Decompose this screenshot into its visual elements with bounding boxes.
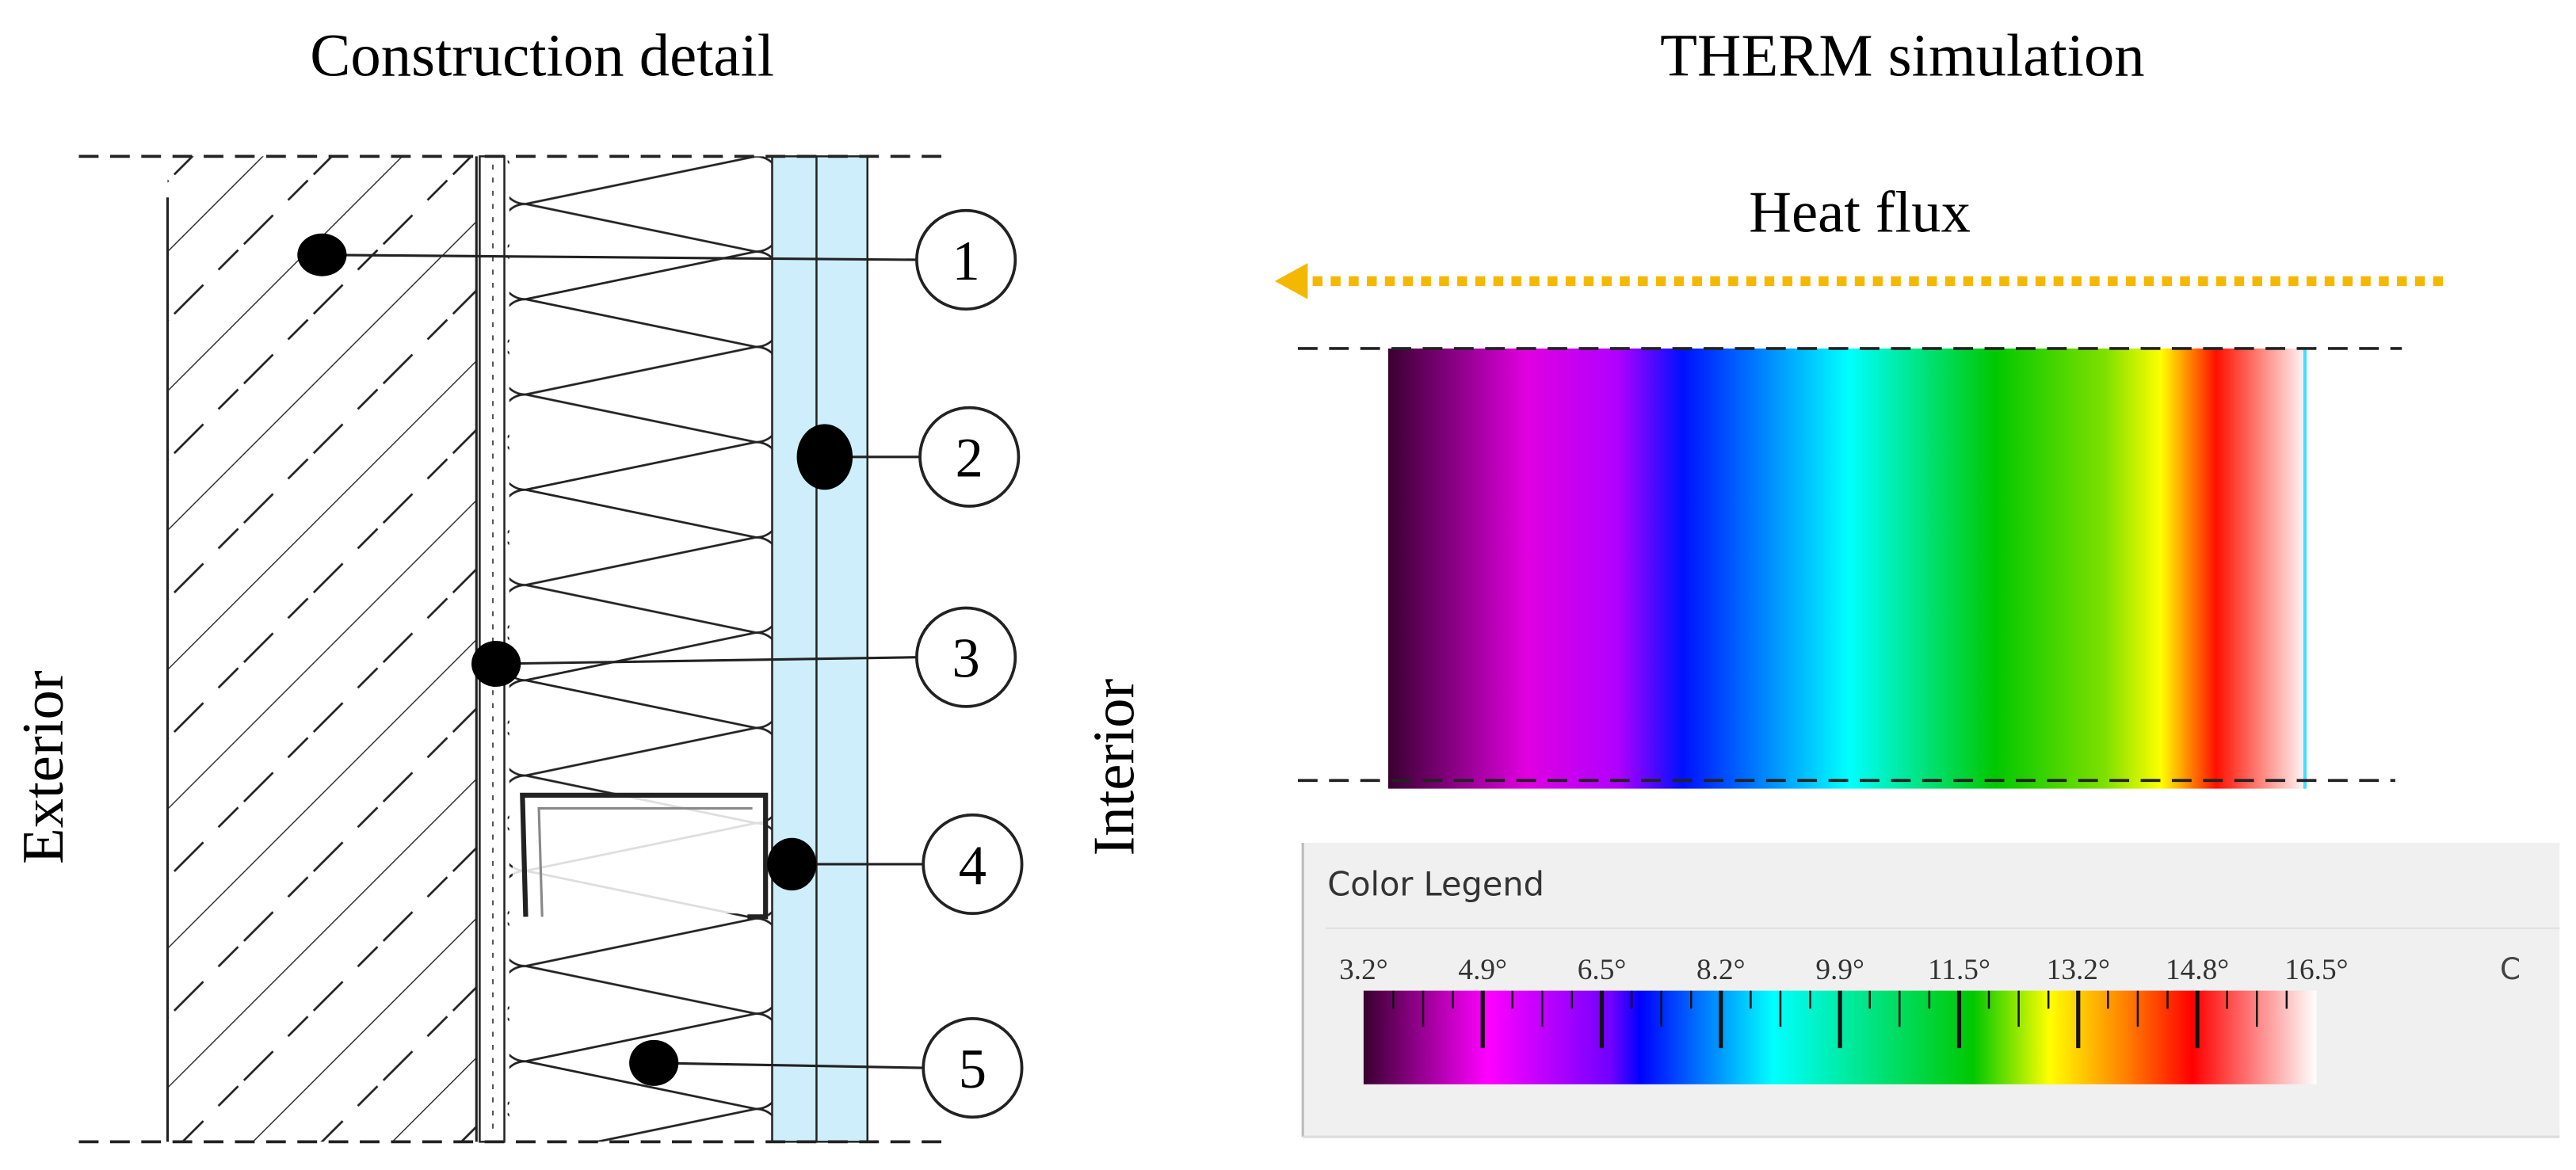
legend-tick-label: 9.9° bbox=[1815, 954, 1864, 986]
legend-tick-label: 16.5° bbox=[2284, 954, 2348, 986]
callout-dot bbox=[767, 837, 817, 891]
legend-tick-label: 13.2° bbox=[2047, 954, 2110, 986]
exterior-label: Exterior bbox=[10, 670, 76, 864]
callout-number: 3 bbox=[952, 628, 980, 690]
legend-tick-label: 14.8° bbox=[2166, 954, 2229, 986]
callout-circle bbox=[918, 406, 1021, 508]
callout-circle bbox=[922, 1016, 1024, 1119]
callout-dot bbox=[297, 233, 347, 276]
heat-flux-label: Heat flux bbox=[1749, 180, 1971, 246]
legend-tick-label: 4.9° bbox=[1458, 954, 1507, 986]
callout-number: 1 bbox=[952, 231, 980, 292]
wall-section bbox=[78, 154, 945, 1144]
leader-line bbox=[654, 1061, 924, 1069]
color-legend: Color Legend C 3.2° 4.9° 6.5° 8.2° 9.9° 11.5°… bbox=[1301, 843, 2560, 1138]
therm-result bbox=[1297, 347, 2402, 789]
callout-dot bbox=[471, 640, 521, 688]
callout-circle bbox=[915, 606, 1017, 708]
leader-line bbox=[496, 656, 917, 665]
heat-flux-arrow bbox=[1274, 263, 2444, 299]
callout-number: 5 bbox=[959, 1039, 987, 1100]
right-title: THERM simulation bbox=[1660, 22, 2145, 90]
legend-unit: C bbox=[2500, 951, 2521, 986]
legend-tick-label: 6.5° bbox=[1578, 954, 1627, 986]
left-title: Construction detail bbox=[310, 22, 774, 90]
interior-label: Interior bbox=[1082, 679, 1147, 856]
leader-line bbox=[322, 253, 917, 261]
callout-number: 4 bbox=[959, 835, 987, 897]
legend-tick-label: 11.5° bbox=[1928, 954, 1990, 986]
callout-circle bbox=[915, 208, 1017, 311]
legend-tick-label: 8.2° bbox=[1696, 954, 1746, 986]
legend-title: Color Legend bbox=[1327, 865, 1544, 903]
callout-number: 2 bbox=[956, 428, 983, 490]
callout-dot bbox=[629, 1039, 679, 1086]
legend-tick-label: 3.2° bbox=[1339, 954, 1388, 986]
callout-dot bbox=[796, 424, 853, 490]
callout-circle bbox=[922, 813, 1024, 916]
